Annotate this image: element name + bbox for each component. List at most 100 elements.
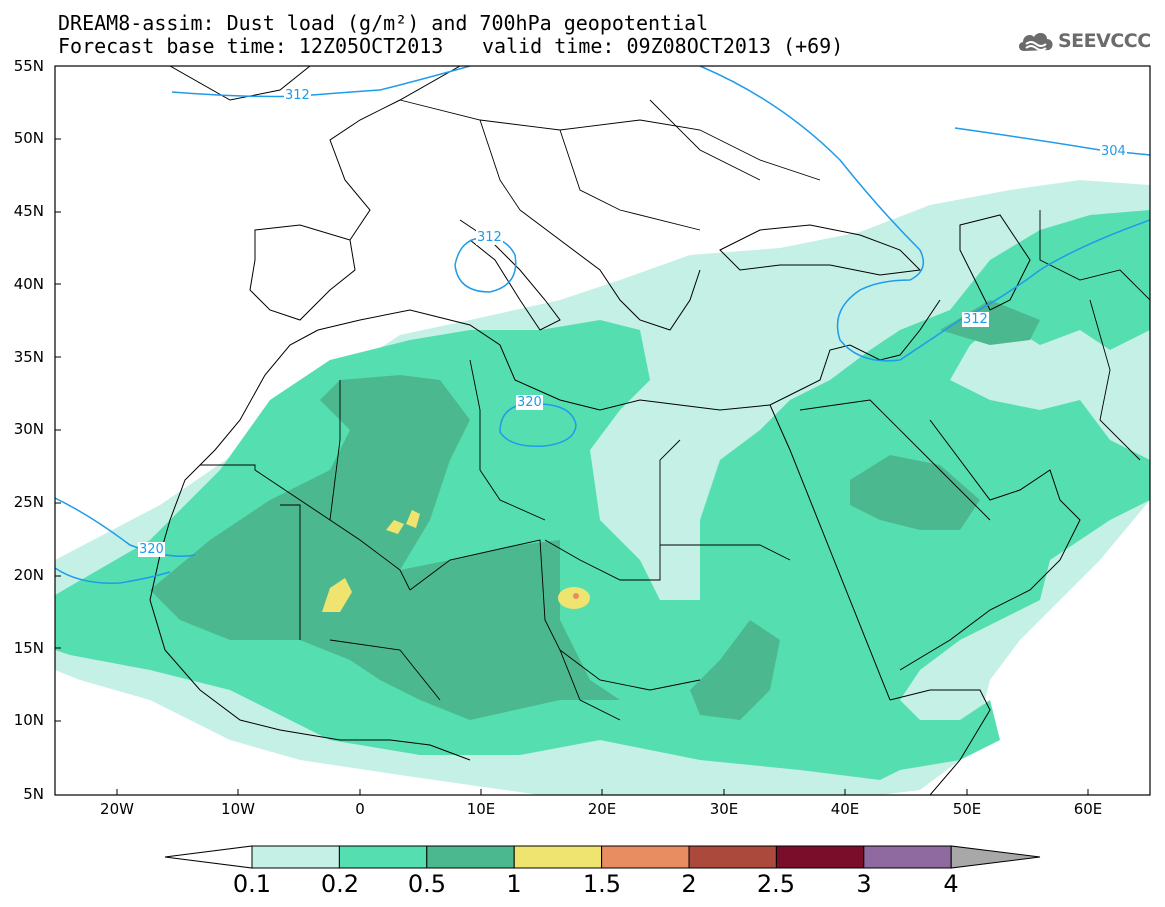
lat-label-55n: 55N	[13, 57, 44, 75]
border-11	[399, 99, 821, 181]
geopotential-contours	[55, 66, 1150, 584]
lon-label-0: 0	[355, 800, 365, 818]
lon-label-30e: 30E	[709, 800, 739, 818]
coast-black-sea	[719, 224, 922, 276]
border-14	[649, 99, 761, 181]
colorbar-swatch	[426, 845, 515, 869]
contour-312-sardinia	[454, 236, 517, 293]
lon-label-10w: 10W	[221, 800, 255, 818]
coast-africa-west	[149, 329, 471, 761]
coast-british-isles	[169, 66, 311, 101]
cloud-logo-icon	[1018, 33, 1053, 51]
border-16	[1089, 299, 1141, 461]
border-2	[280, 504, 301, 640]
lon-label-40e: 40E	[830, 800, 860, 818]
border-4	[544, 439, 681, 581]
colorbar-swatch	[513, 845, 603, 869]
coast-italy	[459, 219, 561, 331]
contour-label-320-west: 320	[138, 542, 165, 557]
colorbar-swatch	[688, 845, 777, 869]
dust-fields	[55, 180, 1150, 795]
dust-level-0-5-west	[150, 375, 620, 720]
contour-label-304: 304	[1100, 144, 1127, 159]
border-12	[479, 119, 521, 211]
seevccc-logo: SEEVCCC	[1016, 26, 1151, 56]
colorbar-swatch	[338, 845, 428, 869]
lon-label-10e: 10E	[466, 800, 496, 818]
dust-level-0-5-east	[690, 620, 780, 720]
logo-text: SEEVCCC	[1058, 30, 1151, 52]
contour-label-312-east: 312	[962, 312, 989, 327]
colorbar-label-0-1: 0.1	[232, 870, 272, 898]
contour-320-west	[55, 497, 196, 557]
border-13	[559, 129, 701, 231]
coast-mediterranean-south	[317, 309, 801, 411]
lat-label-30n: 30N	[13, 420, 44, 438]
colorbar-label-0-2: 0.2	[320, 870, 360, 898]
coast-red-sea	[769, 404, 891, 701]
lat-label-15n: 15N	[13, 639, 44, 657]
colorbar-swatch	[775, 845, 865, 869]
lat-label-40n: 40N	[13, 275, 44, 293]
dust-level-1-c	[406, 510, 420, 528]
lon-label-50e: 50E	[952, 800, 982, 818]
lat-label-20n: 20N	[13, 566, 44, 584]
coast-horn-africa	[889, 689, 991, 795]
colorbar-label-4: 4	[943, 870, 959, 898]
lat-label-45n: 45N	[13, 202, 44, 220]
border-3	[409, 539, 621, 721]
dust-level-1-5	[573, 593, 579, 599]
colorbar-label-1-5: 1.5	[582, 870, 622, 898]
lat-label-10n: 10N	[13, 711, 44, 729]
coast-arabia	[799, 299, 941, 391]
dust-level-0-5-caspian	[940, 300, 1040, 345]
border-9	[799, 399, 991, 521]
dust-level-0-5-arabia	[850, 455, 980, 530]
lon-label-60e: 60E	[1073, 800, 1103, 818]
colorbar-label-0-5: 0.5	[407, 870, 447, 898]
border-6	[469, 359, 546, 521]
border-10	[329, 639, 441, 701]
colorbar-label-3: 3	[856, 870, 872, 898]
dust-level-1-b	[386, 520, 404, 534]
colorbar-label-2: 2	[681, 870, 697, 898]
contour-312-north	[171, 66, 471, 98]
colorbar-swatch	[863, 845, 952, 869]
dust-level-1-a	[322, 578, 352, 612]
coast-persian-gulf	[899, 419, 1081, 671]
coast-iberia	[249, 224, 356, 321]
contour-304-northeast	[699, 66, 1150, 362]
contour-label-320-libya: 320	[516, 395, 543, 410]
valid-time: valid time: 09Z08OCT2013 (+69)	[482, 34, 844, 58]
colorbar-right-arrow	[950, 845, 1041, 869]
contour-304-far-ne	[954, 127, 1150, 156]
lat-label-35n: 35N	[13, 348, 44, 366]
lat-label-25n: 25N	[13, 493, 44, 511]
forecast-base-time: Forecast base time: 12Z05OCT2013	[58, 34, 444, 58]
coast-balkans-greece	[519, 209, 701, 331]
contour-320-southwest	[55, 567, 171, 584]
lat-label-5n: 5N	[23, 785, 44, 803]
border-15	[1039, 210, 1150, 301]
border-7	[329, 380, 341, 521]
colorbar-left-arrow	[164, 845, 253, 869]
colorbar-label-1: 1	[506, 870, 522, 898]
colorbar-swatch	[251, 845, 340, 869]
axis-ticks	[55, 65, 1089, 796]
contour-320-libya	[499, 403, 577, 447]
chart-title: DREAM8-assim: Dust load (g/m²) and 700hP…	[58, 11, 709, 35]
lon-label-20w: 20W	[100, 800, 134, 818]
contour-label-312-sardinia: 312	[476, 230, 503, 245]
coastlines	[149, 66, 1081, 795]
colorbar	[164, 845, 1041, 869]
colorbar-swatch	[601, 845, 690, 869]
colorbar-label-2-5: 2.5	[756, 870, 796, 898]
lat-label-50n: 50N	[13, 129, 44, 147]
lon-label-20e: 20E	[587, 800, 617, 818]
contour-label-312-north: 312	[284, 88, 311, 103]
border-5	[660, 544, 791, 561]
coast-caspian	[959, 214, 1031, 311]
border-8	[559, 649, 701, 691]
borders	[200, 99, 1150, 721]
